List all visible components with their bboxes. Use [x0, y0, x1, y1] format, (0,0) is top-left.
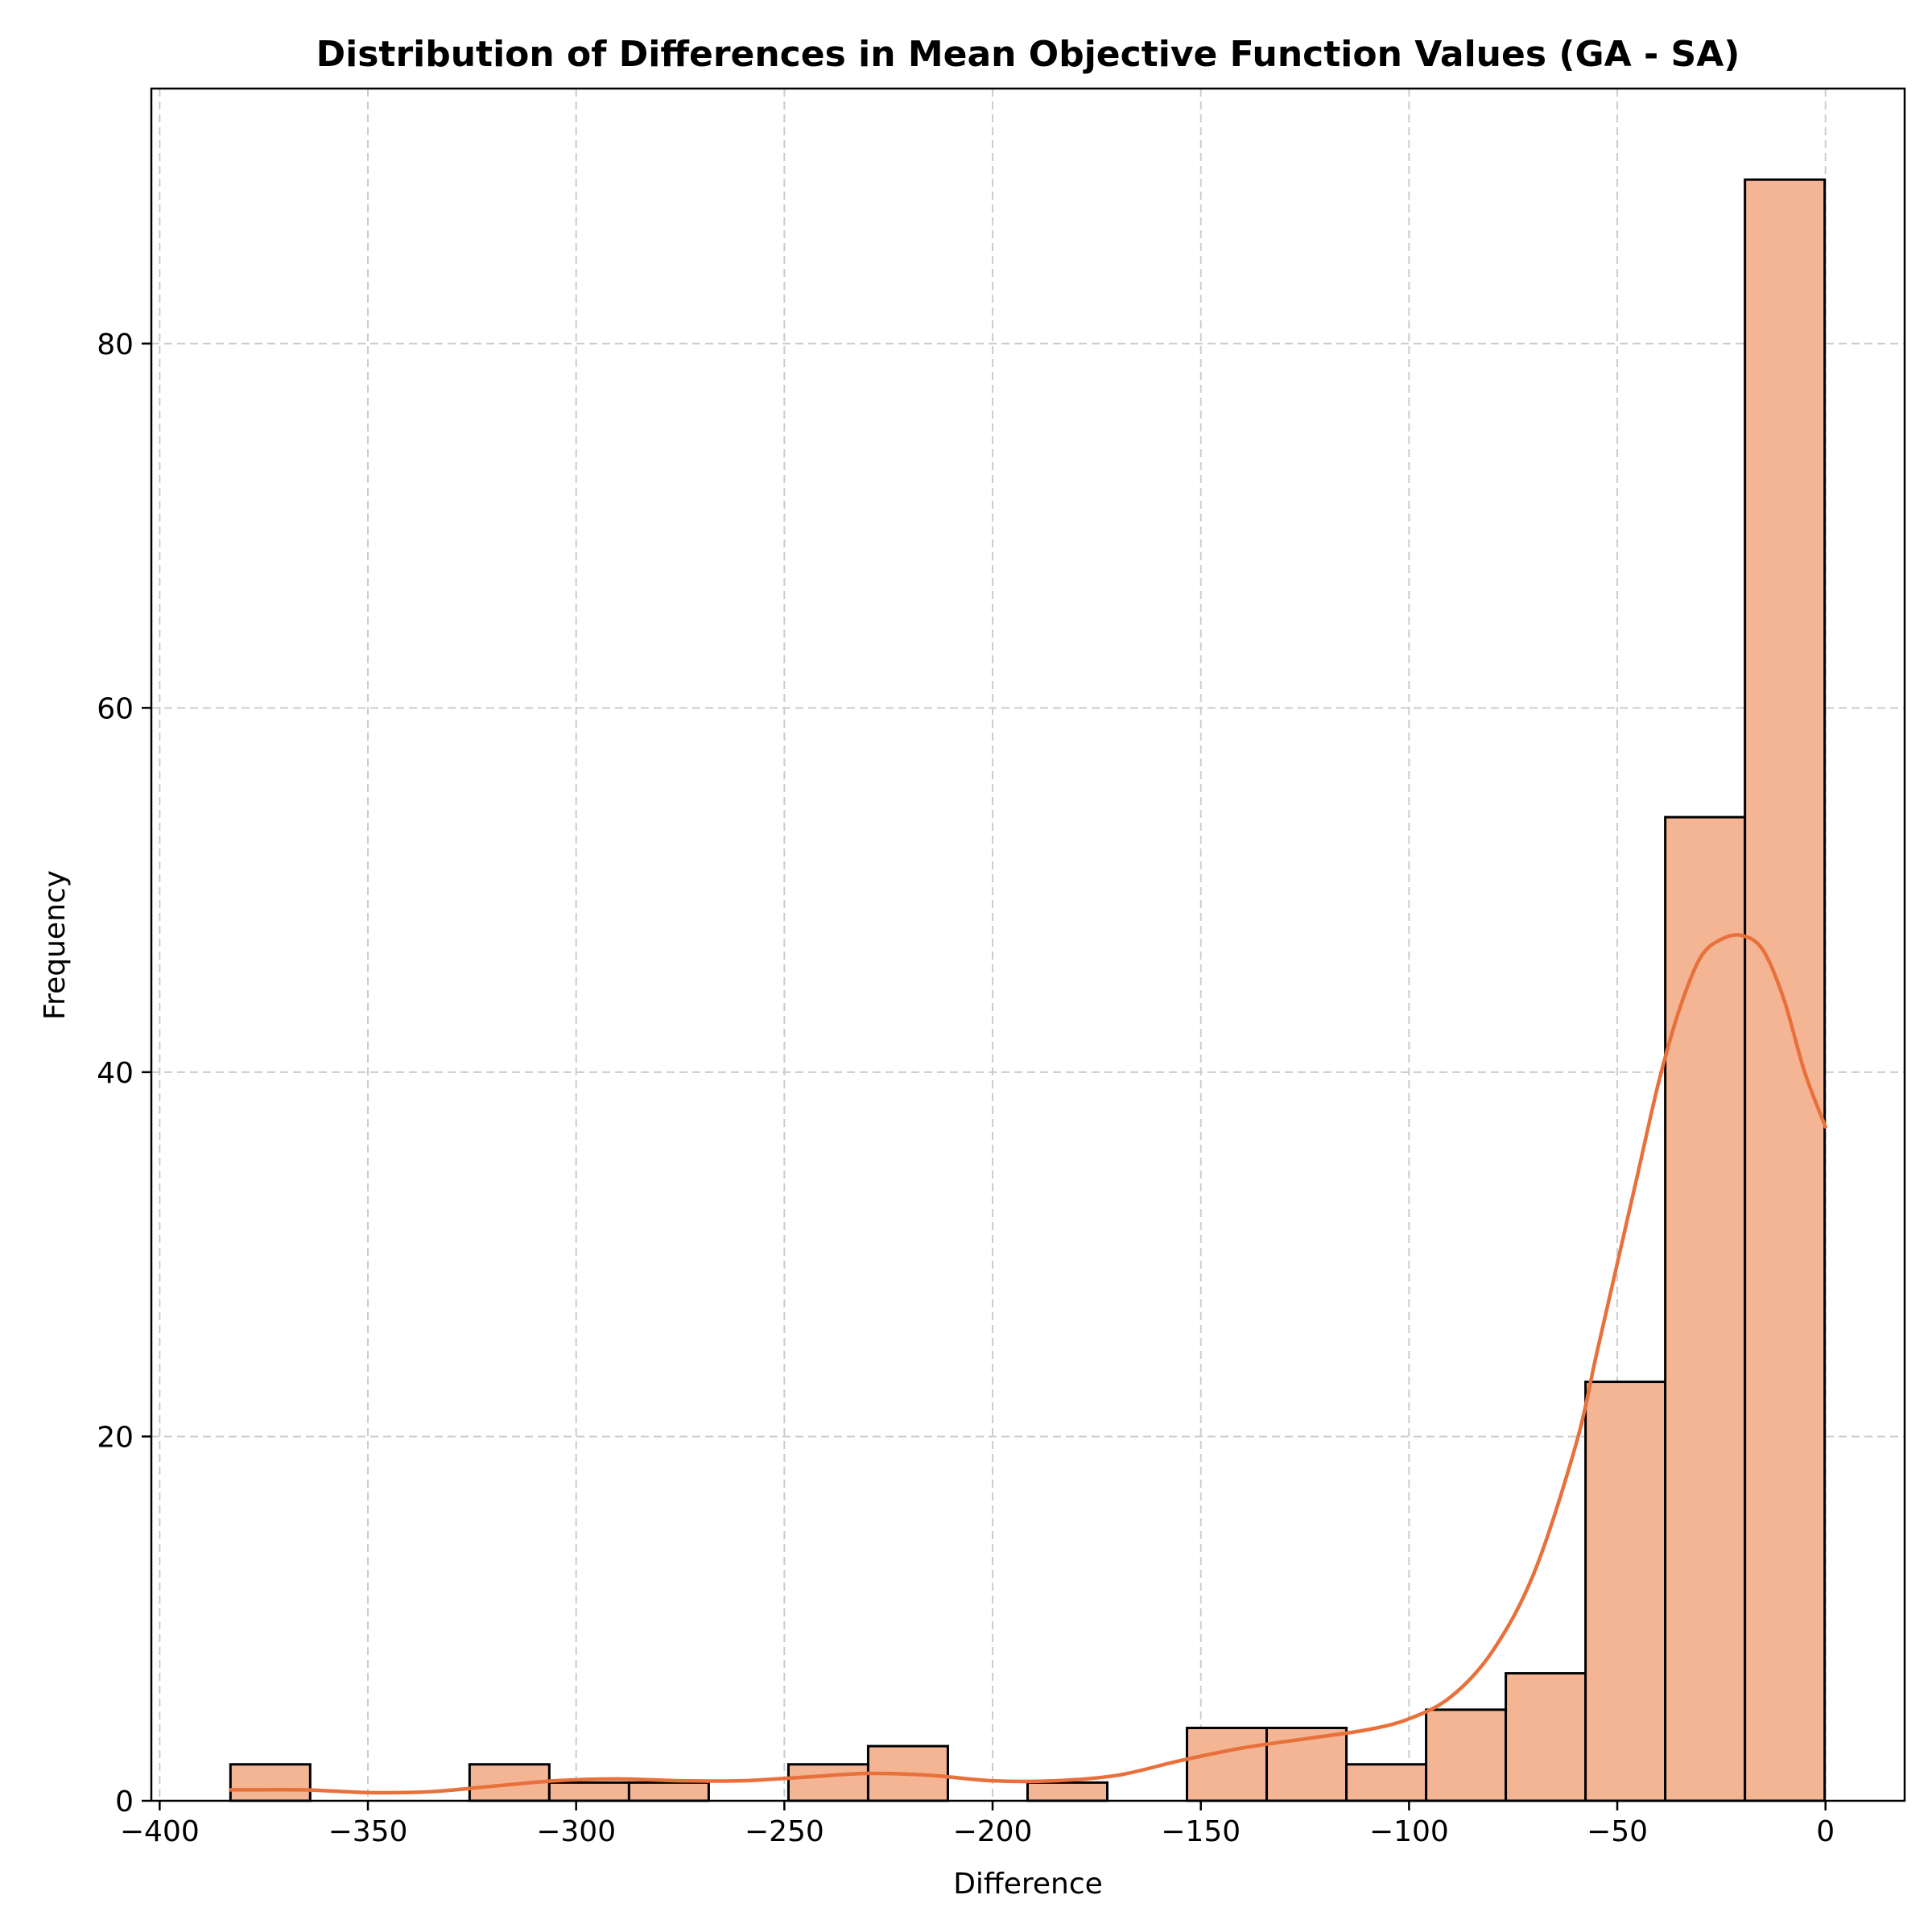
y-axis-label: Frequency	[39, 870, 72, 1020]
y-tick-label-4: 80	[97, 328, 134, 361]
y-tick-label-2: 40	[97, 1057, 134, 1090]
x-tick-label-5: −150	[1161, 1815, 1241, 1848]
y-tick-label-0: 0	[115, 1785, 134, 1818]
kde-curve	[229, 933, 1827, 1795]
kde-curve-group	[229, 933, 1827, 1795]
x-tick-label-7: −50	[1587, 1815, 1648, 1848]
histogram-bar-5	[627, 1781, 710, 1802]
histogram-bar-19	[1744, 178, 1827, 1802]
histogram-bar-16	[1505, 1672, 1587, 1802]
histogram-bar-14	[1345, 1763, 1428, 1802]
histogram-bar-12	[1186, 1726, 1269, 1802]
y-tick-label-1: 20	[97, 1421, 134, 1454]
x-tick-label-3: −250	[745, 1815, 824, 1848]
x-tick-label-4: −200	[953, 1815, 1033, 1848]
x-tick-label-1: −350	[328, 1815, 408, 1848]
x-axis-label: Difference	[953, 1868, 1103, 1901]
plot-frame	[150, 87, 1906, 1802]
y-tick-label-3: 60	[97, 692, 134, 725]
histogram-bar-18	[1664, 815, 1747, 1802]
histogram-bar-17	[1584, 1381, 1667, 1802]
x-tick-label-6: −100	[1369, 1815, 1449, 1848]
histogram-bar-10	[1026, 1781, 1109, 1802]
x-tick-label-0: −400	[120, 1815, 200, 1848]
x-tick-label-2: −300	[536, 1815, 616, 1848]
histogram-bar-15	[1425, 1708, 1508, 1802]
axis-ticks: −400 −350 −300 −250 −200 −150 −100 −50 0 0 20 40 60 8…	[97, 328, 1835, 1848]
histogram-bar-7	[786, 1763, 869, 1802]
histogram-bar-0	[229, 1763, 312, 1802]
histogram-bars	[229, 178, 1827, 1802]
histogram-bar-13	[1265, 1726, 1348, 1802]
histogram-bar-4	[547, 1781, 630, 1802]
chart-title: Distribution of Differences in Mean Obje…	[316, 34, 1740, 75]
x-tick-label-8: 0	[1816, 1815, 1835, 1848]
